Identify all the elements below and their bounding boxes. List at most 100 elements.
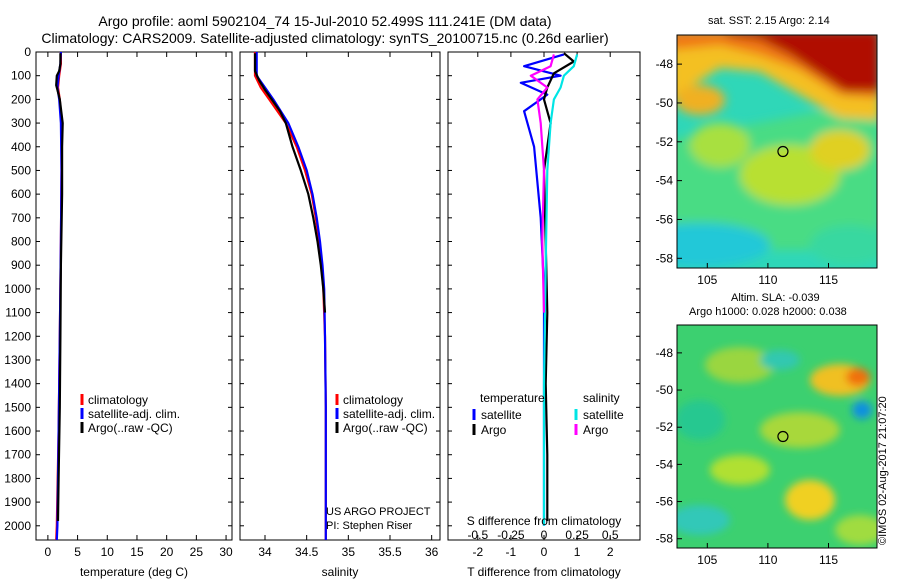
depth-tick-label: 1200 <box>4 329 31 343</box>
temp-axes-frame <box>35 51 233 541</box>
diff-legend-header-salinity: salinity <box>583 391 620 405</box>
depth-tick-label: 800 <box>11 235 31 249</box>
diff-salinity-tick-label: -0.5 <box>467 528 488 542</box>
temp-xtick-label: 25 <box>190 545 204 559</box>
sla-map-ytick-label: -58 <box>656 532 674 546</box>
sst-argo-location-marker <box>777 145 789 158</box>
sla-map-ytick-label: -52 <box>656 420 674 434</box>
depth-tick-label: 1700 <box>4 448 31 462</box>
diff-series-s-satellite <box>542 54 579 526</box>
sla-argo-location-marker <box>777 430 789 443</box>
temp-legend-label: Argo(..raw -QC) <box>88 421 173 435</box>
sla-map-xtick-label: 115 <box>819 553 838 567</box>
sal-series-satellite-adj-clim- <box>255 52 327 540</box>
temp-xtick-label: 15 <box>130 545 144 559</box>
depth-tick-label: 1800 <box>4 471 31 485</box>
sla-map-ytick-label: -50 <box>656 383 674 397</box>
depth-tick-label: 400 <box>11 140 31 154</box>
sal-legend-label: satellite-adj. clim. <box>343 407 435 421</box>
depth-tick-label: 1400 <box>4 377 31 391</box>
sst-map-ytick-label: -48 <box>656 57 674 71</box>
temp-legend-label: satellite-adj. clim. <box>88 407 180 421</box>
sal-xtick-label: 36 <box>425 545 439 559</box>
sal-legend-label: climatology <box>343 393 403 407</box>
sst-map-ytick-label: -52 <box>656 135 674 149</box>
diff-legend-label: Argo <box>583 423 609 437</box>
depth-tick-label: 0 <box>24 45 31 59</box>
sst-map-ytick-label: -50 <box>656 96 674 110</box>
sla-map-title-line1: Altim. SLA: -0.039 <box>731 292 820 304</box>
diff-salinity-tick-label: 0 <box>541 528 548 542</box>
sla-map-ytick-label: -54 <box>656 457 674 471</box>
diff-salinity-tick-label: 0.25 <box>565 528 589 542</box>
depth-tick-label: 500 <box>11 163 31 177</box>
sst-map-ytick-label: -56 <box>656 212 674 226</box>
temp-xtick-label: 0 <box>45 545 52 559</box>
sal-xtick-label: 34.5 <box>295 545 319 559</box>
temp-xtick-label: 10 <box>101 545 115 559</box>
sst-map-xtick-label: 115 <box>819 273 838 287</box>
diff-legend-label: Argo <box>481 423 507 437</box>
sal-xtick-label: 35 <box>342 545 356 559</box>
sst-map-xtick-label: 105 <box>697 273 717 287</box>
depth-tick-label: 1300 <box>4 353 31 367</box>
sla-map-xtick-label: 105 <box>697 553 717 567</box>
sla-map-title-line2: Argo h1000: 0.028 h2000: 0.038 <box>689 306 847 318</box>
diff-legend-label: satellite <box>583 408 624 422</box>
figure-title-line2: Climatology: CARS2009. Satellite-adjuste… <box>41 30 609 46</box>
depth-tick-label: 2000 <box>4 519 31 533</box>
diff-xtick-label: -2 <box>472 545 483 559</box>
diff-series-t-satellite <box>519 53 565 526</box>
figure-title-line1: Argo profile: aoml 5902104_74 15-Jul-201… <box>98 13 552 29</box>
diff-xtick-label: 0 <box>541 545 548 559</box>
sla-map-ytick-label: -56 <box>656 495 674 509</box>
sst-map-ytick-label: -54 <box>656 174 674 188</box>
depth-tick-label: 1500 <box>4 400 31 414</box>
depth-tick-label: 900 <box>11 258 31 272</box>
sst-map-field <box>677 35 877 268</box>
depth-tick-label: 200 <box>11 92 31 106</box>
diff-series-t-argo <box>542 52 575 521</box>
depth-tick-label: 1900 <box>4 495 31 509</box>
sal-series-climatology <box>253 52 327 540</box>
sst-map-title: sat. SST: 2.15 Argo: 2.14 <box>708 15 830 27</box>
diff-xtick-label: 1 <box>574 545 581 559</box>
project-annotation-line2: PI: Stephen Riser <box>326 520 413 532</box>
sst-map-ytick-label: -58 <box>656 251 674 265</box>
diff-xtick-label: -1 <box>506 545 517 559</box>
sst-map-xtick-label: 110 <box>758 273 777 287</box>
temp-xtick-label: 5 <box>74 545 81 559</box>
temp-xtick-label: 30 <box>219 545 233 559</box>
depth-tick-label: 100 <box>11 69 31 83</box>
sal-axes-frame <box>239 51 441 541</box>
temp-xlabel: temperature (deg C) <box>80 565 188 579</box>
diff-legend-header-temperature: temperature <box>480 391 545 405</box>
sal-xlabel: salinity <box>322 565 359 579</box>
diff-salinity-tick-label: 0.5 <box>602 528 619 542</box>
depth-tick-label: 1600 <box>4 424 31 438</box>
diff-xtick-label: 2 <box>607 545 614 559</box>
diff-top-axis-label: S difference from climatology <box>467 514 622 528</box>
temp-series-argo-raw-qc- <box>55 53 64 522</box>
diff-xlabel: T difference from climatology <box>467 565 621 579</box>
depth-tick-label: 1100 <box>5 306 31 320</box>
diff-legend-label: satellite <box>481 408 522 422</box>
depth-tick-label: 300 <box>11 116 31 130</box>
sla-map-xtick-label: 110 <box>758 553 777 567</box>
sal-legend-label: Argo(..raw -QC) <box>343 421 428 435</box>
diff-series-s-argo <box>529 54 555 313</box>
sal-xtick-label: 35.5 <box>378 545 402 559</box>
diff-salinity-tick-label: -0.25 <box>497 528 525 542</box>
project-annotation-line1: US ARGO PROJECT <box>326 506 431 518</box>
sal-xtick-label: 34 <box>258 545 272 559</box>
depth-tick-label: 700 <box>11 211 31 225</box>
sal-series-argo-raw-qc- <box>253 53 327 313</box>
imos-credit: ©IMOS 02-Aug-2017 21:07:20 <box>877 396 889 545</box>
sla-map-ytick-label: -48 <box>656 346 674 360</box>
temp-legend-label: climatology <box>88 393 148 407</box>
depth-tick-label: 600 <box>11 187 31 201</box>
temp-xtick-label: 20 <box>160 545 174 559</box>
depth-tick-label: 1000 <box>4 282 31 296</box>
sla-map-field <box>677 325 877 548</box>
